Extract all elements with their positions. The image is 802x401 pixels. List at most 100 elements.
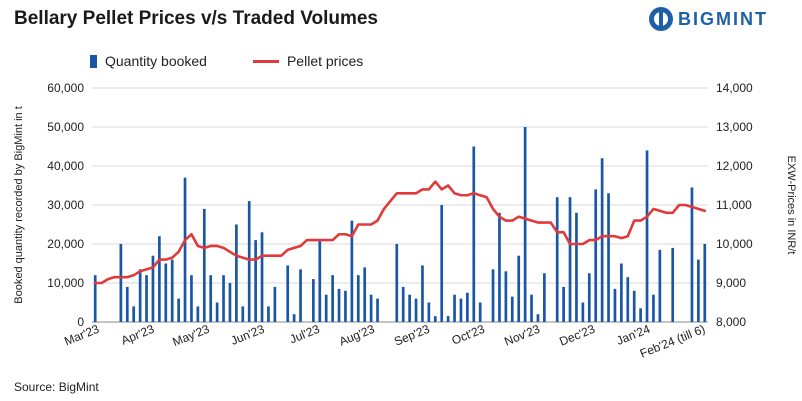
bar: 8,500: [337, 288, 341, 322]
y-right-tick-label: 13,000: [716, 120, 753, 134]
bar: 12,000: [331, 275, 334, 322]
bigmint-logo-icon: [649, 7, 673, 31]
x-tick-label: Aug'23: [337, 322, 377, 349]
bar: 12,000: [356, 275, 360, 322]
bar: 15,000: [620, 263, 623, 322]
bar: 13,000: [504, 271, 508, 322]
bar: 29,000: [202, 208, 206, 322]
x-tick-label: May'23: [171, 322, 212, 349]
bar: 10,000: [228, 283, 232, 322]
bar: 9,000: [125, 286, 129, 322]
price-line: [93, 180, 707, 285]
bar: 6,500: [510, 296, 514, 322]
x-tick-label: Jul'23: [288, 322, 322, 347]
x-tick-label: Oct'23: [450, 322, 487, 348]
bar: 1,500: [446, 316, 450, 322]
bar: 5,000: [581, 302, 585, 322]
bar: 26,000: [350, 220, 354, 322]
bar: 16,000: [170, 259, 174, 322]
y-right-tick-label: 11,000: [716, 198, 752, 212]
y-left-tick-label: 50,000: [47, 120, 84, 134]
bar: 12,500: [587, 273, 591, 322]
bar: 12,000: [209, 275, 213, 322]
y-right-axis-title: EXW-Prices in INR/t: [785, 156, 797, 255]
bar: 28,000: [575, 212, 578, 322]
y-right-tick-label: 14,000: [716, 81, 753, 95]
bar: 15,000: [164, 263, 168, 322]
bar: 9,000: [562, 286, 565, 322]
bar: 14,500: [286, 265, 290, 322]
bar: 20,000: [703, 244, 707, 322]
bar: 23,000: [260, 232, 264, 322]
bar: 8,500: [613, 288, 617, 322]
bar: 4,000: [132, 306, 136, 322]
bar: 32,000: [568, 197, 572, 322]
bar: 12,500: [543, 273, 546, 322]
bar: 6,000: [177, 298, 180, 322]
bar: 8,000: [632, 290, 636, 322]
bar: 45,000: [472, 146, 476, 322]
bar: 3,500: [639, 308, 642, 322]
y-right-tick-label: 8,000: [716, 315, 746, 329]
bar: 20,000: [395, 244, 399, 322]
bar: 14,500: [421, 265, 424, 322]
bar: 14,000: [363, 267, 367, 322]
bar: 4,000: [267, 306, 270, 322]
bar: 9,000: [273, 286, 277, 322]
x-tick-label: Sep'23: [392, 322, 432, 349]
bar: 17,000: [151, 255, 155, 322]
bar: 2,000: [536, 314, 540, 322]
bar: 21,000: [318, 240, 322, 322]
bar: 21,000: [254, 240, 257, 322]
x-tick-label: Jun'23: [229, 322, 267, 348]
bar: 7,000: [369, 294, 373, 322]
bar: 7,000: [530, 294, 533, 322]
bar: 4,000: [241, 306, 245, 322]
bar: 6,000: [414, 298, 418, 322]
bar: 6,000: [459, 298, 463, 322]
y-left-tick-label: 10,000: [47, 276, 84, 290]
bar: 7,000: [408, 294, 411, 322]
legend-line-swatch: [252, 59, 279, 63]
brand-name: BIGMINT: [678, 8, 768, 29]
bar: 34,000: [594, 189, 598, 322]
bar: 12,000: [222, 275, 225, 322]
chart-title: Bellary Pellet Prices v/s Traded Volumes: [14, 8, 378, 29]
x-tick-label: Nov'23: [502, 322, 542, 349]
bar: 12,000: [190, 275, 193, 322]
bar: 28,000: [498, 212, 501, 322]
bar: 12,000: [93, 275, 97, 322]
x-tick-label: Apr'23: [119, 322, 156, 348]
y-right-tick-label: 9,000: [716, 276, 746, 290]
y-left-tick-label: 0: [77, 315, 84, 329]
bar: 8,000: [344, 290, 347, 322]
bar: 7,500: [466, 292, 469, 322]
bar: 11,000: [312, 279, 315, 322]
y-left-tick-label: 40,000: [47, 159, 84, 173]
bar: 30,000: [440, 205, 444, 322]
legend-line-label: Pellet prices: [286, 53, 364, 69]
bar: 20,000: [119, 244, 123, 322]
bar: 18,500: [658, 249, 662, 322]
y-right-tick-label: 10,000: [716, 237, 753, 251]
bar: 13,500: [138, 269, 142, 322]
bar: 16,000: [697, 259, 700, 322]
bar: 31,000: [247, 201, 251, 322]
bar: 12,000: [145, 275, 148, 322]
bar: 32,000: [555, 197, 559, 322]
bar: 7,000: [453, 294, 456, 322]
bar: 50,000: [523, 127, 527, 322]
source-note: Source: BigMint: [14, 380, 99, 394]
bar: 5,000: [478, 302, 482, 322]
bar: 19,000: [671, 247, 675, 322]
bar: 9,000: [401, 286, 405, 322]
chart-legend: Quantity booked Pellet prices: [90, 53, 363, 69]
bar: 25,000: [235, 224, 238, 322]
bar: 6,000: [376, 298, 379, 322]
bar: 7,000: [324, 294, 328, 322]
y-left-axis-title: Booked quantity recorded by BigMint in t: [13, 106, 25, 304]
bar: 22,000: [158, 236, 161, 322]
bar: 13,500: [491, 269, 495, 322]
bar: 11,500: [626, 277, 630, 322]
